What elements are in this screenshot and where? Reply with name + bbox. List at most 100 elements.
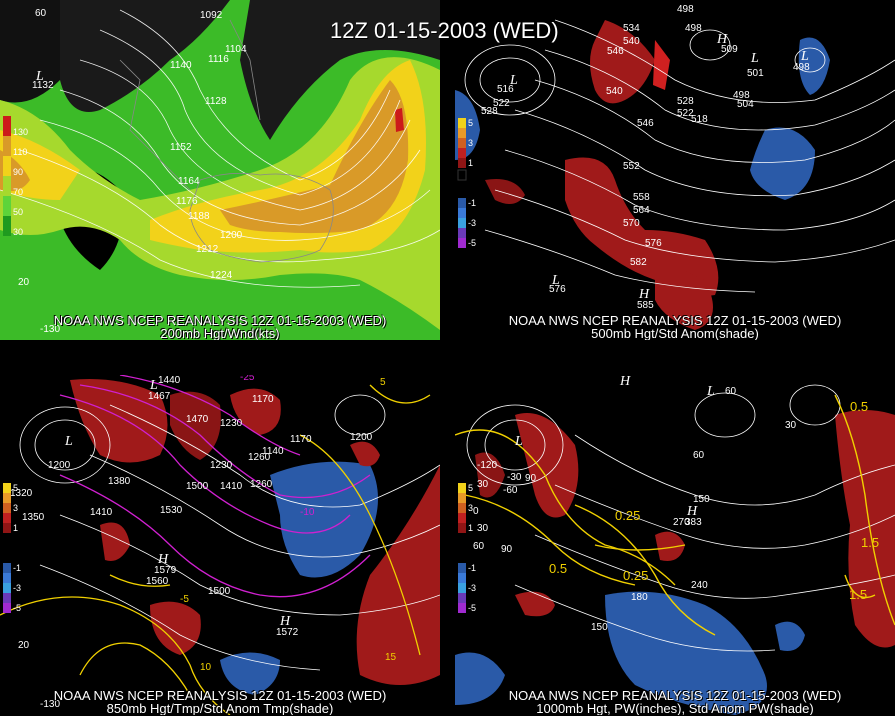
legend-500mb: 5 3 1 -1 -3 -5 — [457, 118, 476, 248]
svg-text:L: L — [514, 434, 523, 449]
svg-text:498: 498 — [733, 90, 750, 101]
legend-200mb: 130 110 90 70 50 30 — [3, 116, 28, 237]
legend-850mb: 5 3 1 -1 -3 -5 — [3, 483, 21, 613]
svg-text:H: H — [638, 287, 650, 302]
svg-text:5: 5 — [468, 118, 473, 128]
svg-text:-3: -3 — [13, 583, 21, 593]
svg-text:1380: 1380 — [108, 476, 131, 487]
svg-text:1470: 1470 — [186, 414, 209, 425]
svg-text:1092: 1092 — [200, 10, 223, 21]
svg-text:L: L — [149, 378, 158, 393]
svg-text:1260: 1260 — [248, 452, 271, 463]
svg-text:H: H — [279, 614, 291, 629]
svg-text:60: 60 — [35, 8, 47, 19]
svg-text:50: 50 — [13, 207, 23, 217]
svg-text:1230: 1230 — [210, 460, 233, 471]
svg-text:522: 522 — [677, 108, 694, 119]
svg-text:0.25: 0.25 — [623, 568, 648, 583]
svg-text:1140: 1140 — [262, 446, 284, 457]
caption-source-1000mb: NOAA NWS NCEP REANALYSIS 12Z 01-15-2003 … — [508, 688, 842, 703]
svg-text:30: 30 — [477, 479, 489, 490]
svg-text:1188: 1188 — [188, 211, 210, 222]
svg-text:546: 546 — [637, 118, 654, 129]
svg-text:546: 546 — [607, 46, 624, 57]
svg-text:3: 3 — [13, 503, 18, 513]
svg-text:1164: 1164 — [178, 176, 200, 187]
svg-text:1467: 1467 — [148, 391, 171, 402]
svg-text:L: L — [750, 51, 759, 66]
svg-text:90: 90 — [501, 544, 513, 555]
svg-text:1116: 1116 — [208, 54, 229, 65]
svg-text:180: 180 — [631, 592, 648, 603]
svg-text:5: 5 — [13, 483, 18, 493]
svg-text:-5: -5 — [180, 594, 189, 605]
svg-text:-1: -1 — [468, 198, 476, 208]
svg-text:1132: 1132 — [32, 80, 54, 91]
svg-text:1230: 1230 — [220, 418, 243, 429]
svg-text:3: 3 — [468, 503, 473, 513]
svg-text:1410: 1410 — [90, 507, 113, 518]
svg-text:3: 3 — [468, 138, 473, 148]
svg-text:1350: 1350 — [22, 512, 45, 523]
svg-text:509: 509 — [721, 44, 738, 55]
svg-text:1500: 1500 — [186, 481, 209, 492]
svg-text:1: 1 — [13, 523, 18, 533]
svg-text:L: L — [551, 273, 560, 288]
contour-labels-1000mb: 30 -30 -60 90 -120 0 30 60 90 270 240 180 150 150… — [473, 386, 879, 633]
panel-200mb-map: 1092 1104 1116 1140 1128 1152 1164 1176 1188 1… — [0, 0, 440, 340]
svg-text:-30: -30 — [507, 472, 522, 483]
svg-text:-3: -3 — [468, 583, 476, 593]
svg-text:-130: -130 — [40, 699, 60, 710]
svg-text:-60: -60 — [503, 485, 518, 496]
svg-text:1530: 1530 — [160, 505, 183, 516]
caption-field-200mb: 200mb Hgt/Wnd(kts) — [160, 326, 280, 340]
svg-text:H: H — [157, 552, 169, 567]
svg-text:498: 498 — [685, 23, 702, 34]
svg-text:1170: 1170 — [252, 394, 274, 405]
svg-text:240: 240 — [691, 580, 708, 591]
svg-text:150: 150 — [591, 622, 608, 633]
svg-text:30: 30 — [477, 523, 489, 534]
svg-text:10: 10 — [200, 662, 212, 673]
svg-text:1410: 1410 — [220, 481, 243, 492]
svg-text:270: 270 — [673, 517, 690, 528]
svg-text:552: 552 — [623, 161, 640, 172]
svg-text:522: 522 — [493, 98, 510, 109]
panel-1000mb-map: 30 -30 -60 90 -120 0 30 60 90 270 240 180 150 150… — [455, 375, 895, 715]
svg-text:1560: 1560 — [146, 576, 169, 587]
caption-source-200mb: NOAA NWS NCEP REANALYSIS 12Z 01-15-2003 … — [53, 313, 387, 328]
svg-text:L: L — [35, 69, 44, 84]
svg-text:1128: 1128 — [205, 96, 227, 107]
svg-text:L: L — [800, 49, 809, 64]
svg-text:0.5: 0.5 — [850, 399, 868, 414]
svg-text:15: 15 — [385, 652, 397, 663]
svg-text:70: 70 — [13, 187, 23, 197]
svg-text:1200: 1200 — [350, 432, 373, 443]
svg-text:L: L — [64, 434, 73, 449]
svg-text:-130: -130 — [40, 324, 60, 335]
svg-text:1140: 1140 — [170, 60, 192, 71]
svg-text:90: 90 — [525, 473, 537, 484]
svg-text:558: 558 — [633, 192, 650, 203]
svg-text:H: H — [716, 32, 728, 47]
svg-text:0.25: 0.25 — [615, 508, 640, 523]
svg-text:1104: 1104 — [225, 44, 247, 55]
svg-text:498: 498 — [677, 4, 694, 15]
svg-text:1320: 1320 — [10, 488, 33, 499]
svg-text:60: 60 — [473, 541, 485, 552]
svg-text:60: 60 — [693, 450, 705, 461]
svg-text:20: 20 — [18, 640, 30, 651]
svg-text:30: 30 — [785, 420, 797, 431]
svg-text:1200: 1200 — [48, 460, 71, 471]
caption-field-1000mb: 1000mb Hgt, PW(inches), Std Anom PW(shad… — [536, 701, 814, 715]
svg-text:5: 5 — [468, 483, 473, 493]
caption-source-500mb: NOAA NWS NCEP REANALYSIS 12Z 01-15-2003 … — [508, 313, 842, 328]
svg-text:60: 60 — [725, 386, 737, 397]
caption-field-500mb: 500mb Hgt/Std Anom(shade) — [591, 326, 759, 340]
caption-source-850mb: NOAA NWS NCEP REANALYSIS 12Z 01-15-2003 … — [53, 688, 387, 703]
svg-text:498: 498 — [793, 62, 810, 73]
